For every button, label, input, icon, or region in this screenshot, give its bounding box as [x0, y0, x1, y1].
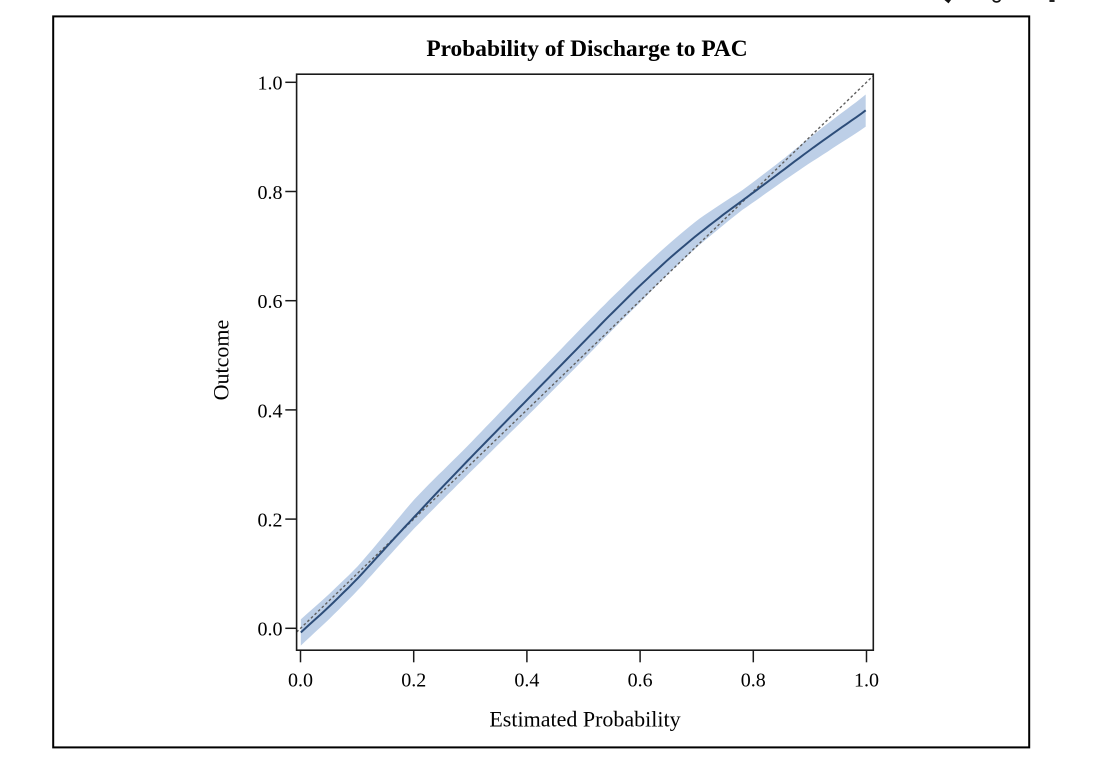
svg-text:0.4: 0.4: [258, 400, 283, 422]
svg-text:1.0: 1.0: [258, 73, 283, 95]
svg-text:0.8: 0.8: [741, 670, 766, 692]
svg-text:0.2: 0.2: [401, 670, 426, 692]
svg-text:Outcome: Outcome: [209, 320, 234, 401]
svg-text:Estimated Probability: Estimated Probability: [489, 707, 680, 732]
svg-text:0.4: 0.4: [514, 670, 539, 692]
svg-text:0.0: 0.0: [258, 619, 283, 641]
svg-text:0.6: 0.6: [628, 670, 653, 692]
svg-text:0.6: 0.6: [258, 291, 283, 313]
svg-text:0.0: 0.0: [288, 670, 313, 692]
svg-text:0.8: 0.8: [258, 182, 283, 204]
svg-text:0.2: 0.2: [258, 510, 283, 532]
svg-text:Probability of Discharge to PA: Probability of Discharge to PAC: [426, 36, 747, 62]
svg-text:1.0: 1.0: [854, 670, 879, 692]
